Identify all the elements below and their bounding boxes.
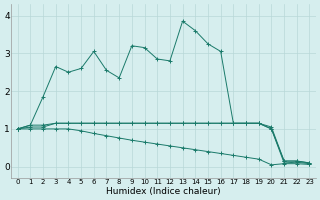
X-axis label: Humidex (Indice chaleur): Humidex (Indice chaleur) <box>106 187 221 196</box>
